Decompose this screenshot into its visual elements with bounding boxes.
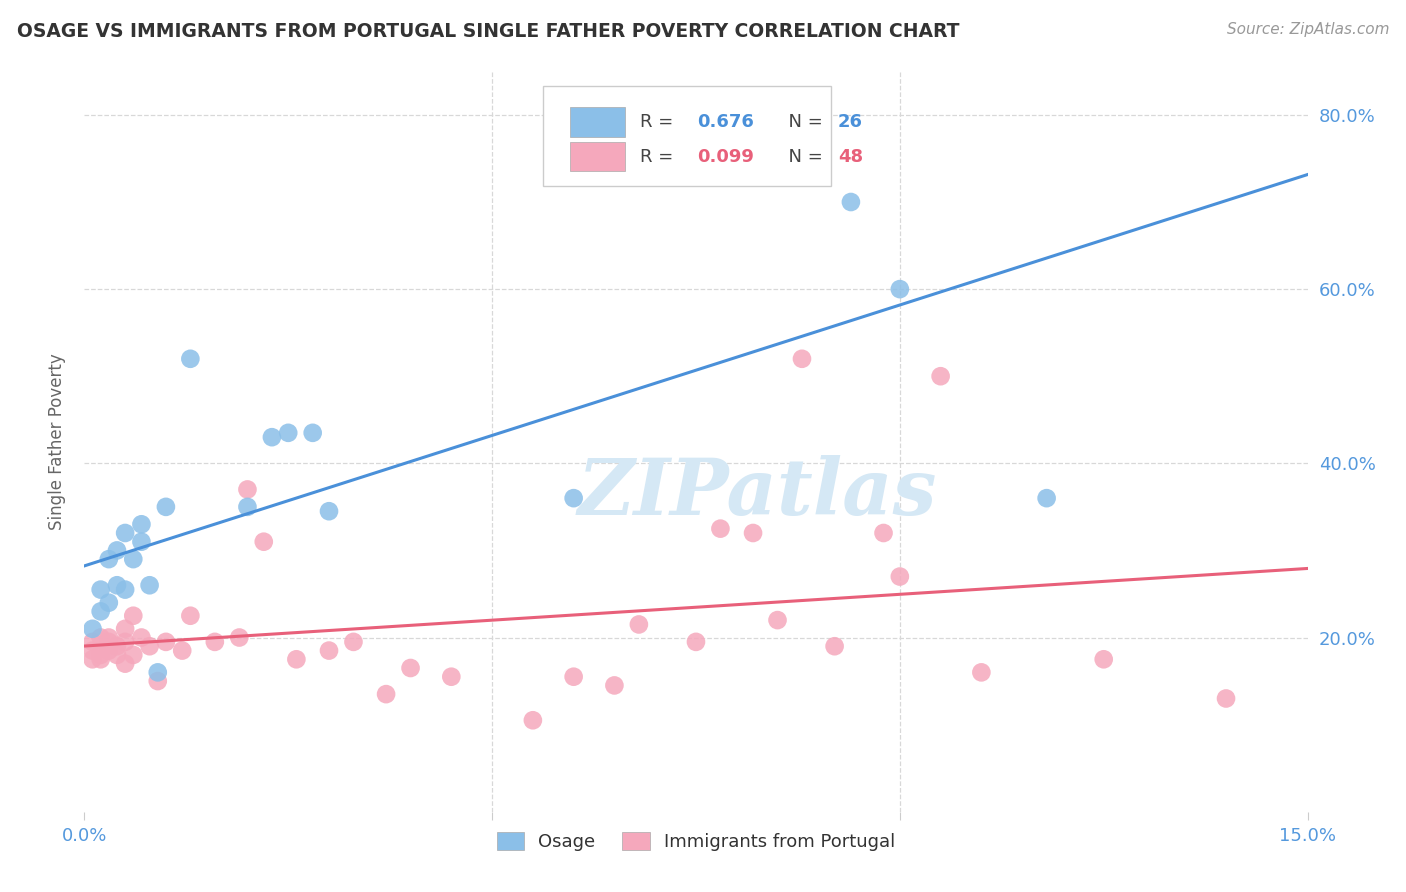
Point [90,582,112,597]
Point [131,631,153,645]
Point [131,534,153,549]
Point [105,543,128,558]
Text: R =: R = [640,112,679,131]
Point [889,282,911,296]
Point [236,500,259,514]
Point [627,617,650,632]
Point [155,500,177,514]
Point [603,678,626,692]
Point [138,578,160,592]
Point [122,648,145,662]
Point [285,652,308,666]
Text: ZIPatlas: ZIPatlas [578,455,936,532]
Point [709,522,731,536]
Point [146,665,169,680]
Point [749,152,772,166]
Point [685,635,707,649]
Point [114,582,136,597]
Point [440,670,463,684]
Point [155,635,177,649]
Point [790,351,813,366]
Point [172,643,194,657]
Point [82,622,104,636]
Point [105,639,128,653]
Point [399,661,422,675]
Point [522,713,544,727]
Point [839,194,862,209]
Point [97,631,120,645]
Point [318,643,340,657]
Point [742,526,765,541]
Point [889,569,911,583]
Point [105,578,128,592]
Point [90,652,112,666]
Point [318,504,340,518]
Point [277,425,299,440]
Point [114,622,136,636]
Point [114,657,136,671]
Text: R =: R = [640,147,679,166]
Point [179,608,201,623]
Point [228,631,250,645]
Point [90,648,112,662]
Point [97,596,120,610]
Text: 26: 26 [838,112,863,131]
Point [82,635,104,649]
Point [82,652,104,666]
Legend: Osage, Immigrants from Portugal: Osage, Immigrants from Portugal [489,824,903,858]
Point [97,643,120,657]
Text: N =: N = [776,112,828,131]
Point [253,534,276,549]
Point [301,425,323,440]
FancyBboxPatch shape [543,87,831,186]
Point [375,687,398,701]
Point [122,608,145,623]
Point [82,643,104,657]
Point [236,483,259,497]
Text: N =: N = [776,147,828,166]
Point [260,430,283,444]
Point [970,665,993,680]
Point [105,648,128,662]
FancyBboxPatch shape [569,142,626,171]
Point [1215,691,1237,706]
Point [114,635,136,649]
Text: 0.676: 0.676 [697,112,754,131]
Text: 48: 48 [838,147,863,166]
Point [824,639,846,653]
Text: Source: ZipAtlas.com: Source: ZipAtlas.com [1226,22,1389,37]
Point [179,351,201,366]
Point [562,491,585,505]
Point [562,670,585,684]
Point [872,526,894,541]
Point [97,635,120,649]
Y-axis label: Single Father Poverty: Single Father Poverty [48,353,66,530]
Point [1092,652,1115,666]
Point [90,631,112,645]
Point [90,604,112,618]
Point [114,526,136,541]
Point [138,639,160,653]
Point [146,674,169,689]
Point [97,552,120,566]
Point [122,552,145,566]
Point [929,369,952,384]
Text: OSAGE VS IMMIGRANTS FROM PORTUGAL SINGLE FATHER POVERTY CORRELATION CHART: OSAGE VS IMMIGRANTS FROM PORTUGAL SINGLE… [17,22,959,41]
Point [131,517,153,532]
Point [1035,491,1057,505]
Point [766,613,789,627]
FancyBboxPatch shape [569,107,626,136]
Text: 0.099: 0.099 [697,147,754,166]
Point [204,635,226,649]
Point [342,635,364,649]
